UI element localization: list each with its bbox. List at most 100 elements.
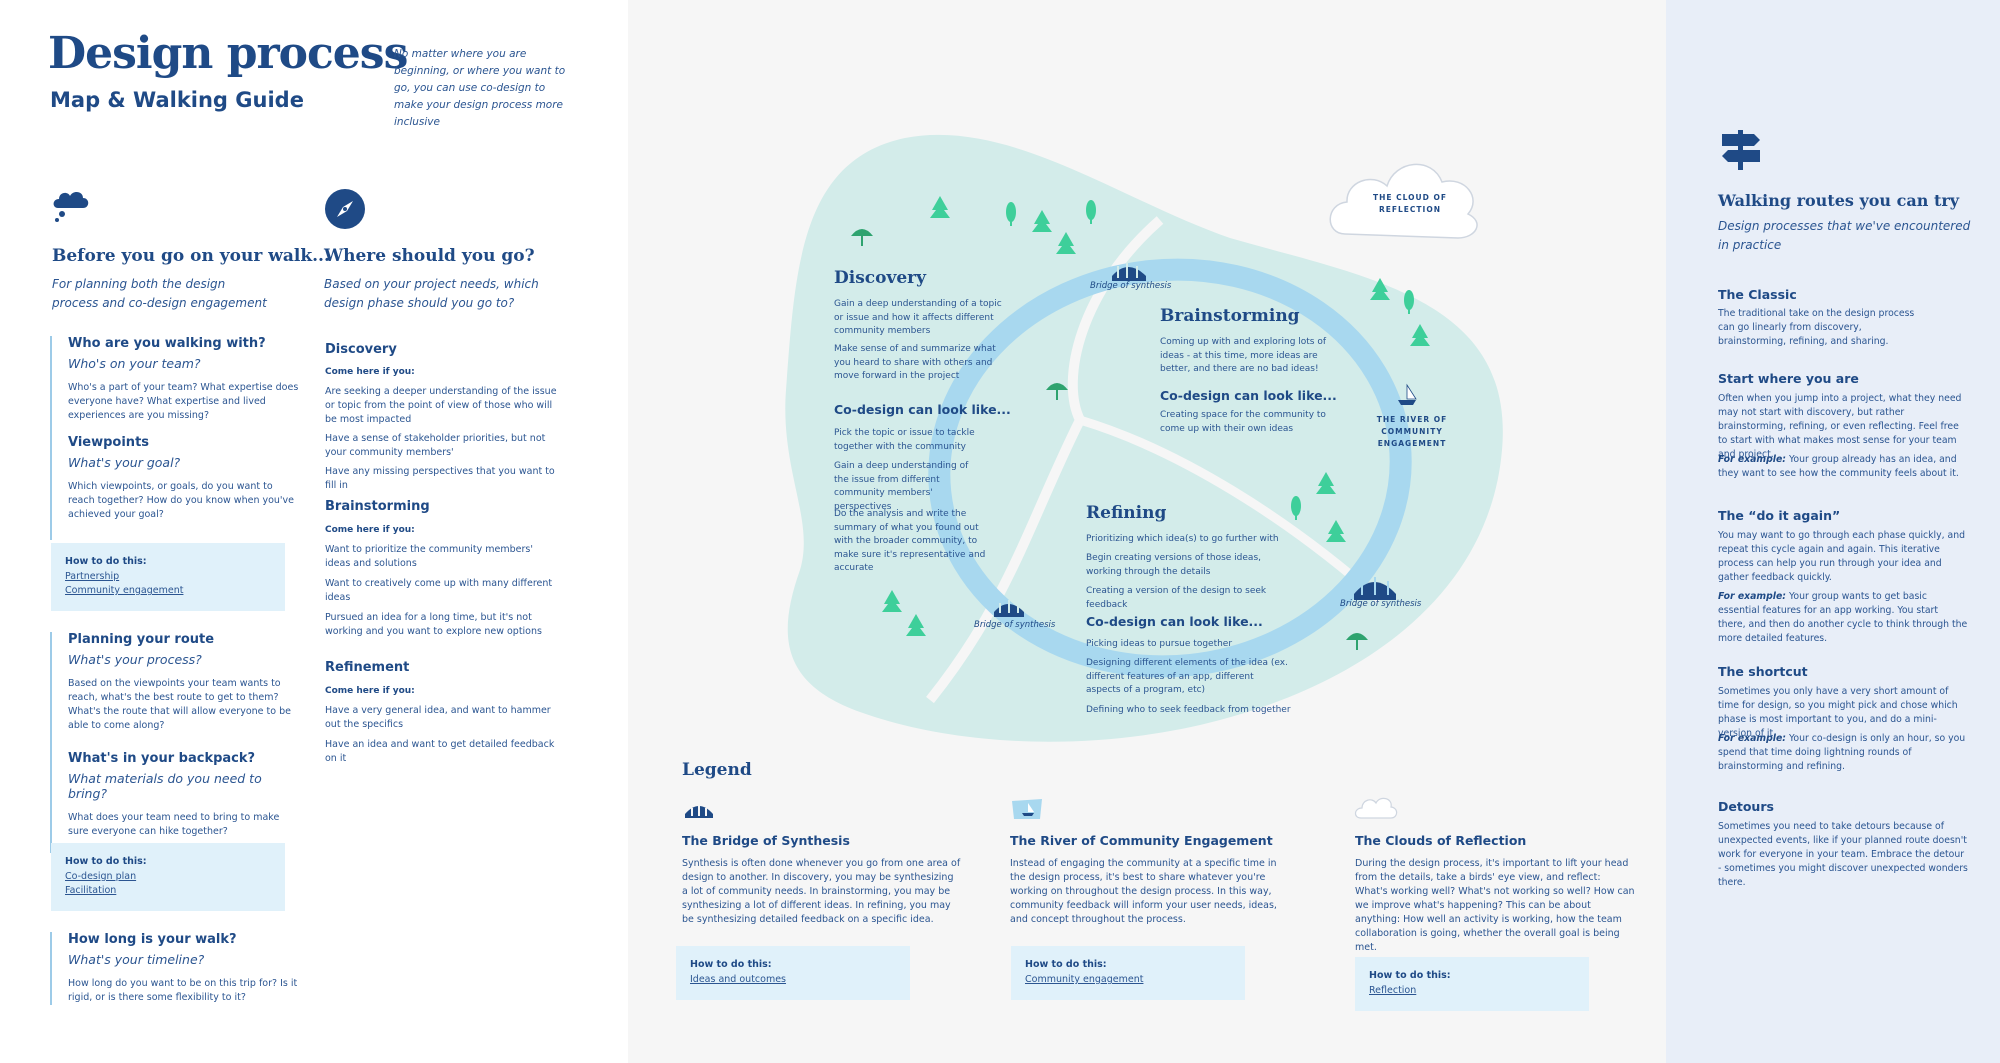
- discovery-title: Discovery: [834, 268, 926, 288]
- codesign-text: Picking ideas to pursue together: [1086, 639, 1233, 649]
- example-text: Your group wants to get basic essential …: [1718, 591, 1968, 644]
- discovery-text: Make sense of and summarize what you hea…: [834, 344, 996, 381]
- how-to-box: How to do this: Community engagement: [1011, 946, 1245, 1000]
- cloud-icon: [1354, 797, 1398, 819]
- question-text: Which viewpoints, or goals, do you want …: [68, 481, 295, 520]
- how-to-box: How to do this: Ideas and outcomes: [676, 946, 910, 1000]
- walking-path: [926, 417, 1085, 704]
- community-engagement-link[interactable]: Community engagement: [65, 585, 184, 596]
- signpost-icon: [1722, 130, 1760, 170]
- brainstorming-text: Coming up with and exploring lots of ide…: [1160, 337, 1327, 374]
- how-to-box: How to do this: Partnership Community en…: [51, 543, 285, 611]
- ideas-outcomes-link[interactable]: Ideas and outcomes: [690, 974, 787, 985]
- bridge-icon: [994, 600, 1024, 617]
- question-subheading: What's your timeline?: [68, 952, 205, 967]
- bridge-icon: [1112, 263, 1146, 281]
- bridge-icon: [1354, 577, 1396, 600]
- discovery-text: Gain a deep understanding of a topic or …: [834, 299, 1002, 336]
- river-label: THE RIVER OF COMMUNITY ENGAGEMENT: [1376, 415, 1448, 448]
- legend-bridge-heading: The Bridge of Synthesis: [682, 833, 850, 848]
- walking-path: [1067, 216, 1164, 423]
- route-detours-text: Sometimes you need to take detours becau…: [1718, 821, 1968, 888]
- refining-title: Refining: [1086, 503, 1167, 523]
- brainstorming-title: Brainstorming: [1160, 306, 1300, 326]
- bridge-label: Bridge of synthesis: [974, 620, 1056, 630]
- compass-icon: [325, 189, 365, 229]
- partnership-link[interactable]: Partnership: [65, 571, 120, 582]
- codesign-text: Defining who to seek feedback from toget…: [1086, 705, 1291, 715]
- where-item: Pursued an idea for a long time, but it'…: [325, 612, 542, 637]
- intro-text: No matter where you are beginning, or wh…: [394, 48, 566, 128]
- route-classic-heading: The Classic: [1718, 287, 1797, 302]
- question-heading: Viewpoints: [68, 435, 150, 450]
- where-subtitle: Based on your project needs, which desig…: [324, 277, 539, 310]
- legend-river-text: Instead of engaging the community at a s…: [1010, 858, 1277, 925]
- page-title: Design process: [48, 28, 408, 79]
- river-boat-icon: [1012, 799, 1042, 819]
- route-detours-heading: Detours: [1718, 799, 1774, 814]
- how-to-heading: How to do this:: [690, 959, 772, 970]
- come-here-label: Come here if you:: [325, 525, 415, 535]
- facilitation-link[interactable]: Facilitation: [65, 885, 117, 896]
- codesign-text: Pick the topic or issue to tackle togeth…: [834, 428, 975, 452]
- before-subtitle: For planning both the design process and…: [52, 277, 267, 310]
- cloud-label: THE CLOUD OF REFLECTION: [1373, 193, 1447, 214]
- how-to-box: How to do this: Co-design plan Facilitat…: [51, 843, 285, 911]
- where-refinement-heading: Refinement: [325, 660, 410, 675]
- bridge-label: Bridge of synthesis: [1090, 281, 1172, 291]
- community-engagement-link[interactable]: Community engagement: [1025, 974, 1144, 985]
- route-start-example: For example: Your group already has an i…: [1718, 453, 1968, 481]
- where-title: Where should you go?: [324, 246, 535, 266]
- example-text: Your group already has an idea, and they…: [1718, 454, 1959, 479]
- question-subheading: Who's on your team?: [68, 356, 201, 371]
- question-heading: Planning your route: [68, 632, 215, 647]
- route-again-text: You may want to go through each phase qu…: [1718, 530, 1966, 583]
- route-shortcut-text: Sometimes you only have a very short amo…: [1718, 686, 1958, 739]
- legend-title: Legend: [682, 760, 752, 780]
- question-text: What does your team need to bring to mak…: [68, 812, 280, 837]
- codesign-text: Do the analysis and write the summary of…: [834, 509, 986, 573]
- routes-title: Walking routes you can try: [1718, 191, 1960, 210]
- route-start-heading: Start where you are: [1718, 371, 1859, 386]
- legend-clouds-heading: The Clouds of Reflection: [1355, 833, 1527, 848]
- example-text: Your co-design is only an hour, so you s…: [1718, 733, 1966, 772]
- bridge-label: Bridge of synthesis: [1340, 599, 1422, 609]
- route-shortcut-heading: The shortcut: [1718, 664, 1808, 679]
- legend-river-heading: The River of Community Engagement: [1010, 833, 1273, 848]
- bridge-icon: [685, 805, 713, 818]
- question-subheading: What materials do you need to bring?: [68, 771, 262, 801]
- routes-subtitle: Design processes that we've encountered …: [1718, 219, 1971, 252]
- cloud-of-reflection: [1329, 163, 1478, 239]
- question-timeline: How long is your walk? What's your timel…: [50, 932, 300, 1005]
- where-item: Want to creatively come up with many dif…: [325, 578, 553, 603]
- question-text: How long do you want to be on this trip …: [68, 978, 298, 1003]
- route-again-example: For example: Your group wants to get bas…: [1718, 590, 1968, 646]
- where-item: Have any missing perspectives that you w…: [325, 466, 555, 491]
- pine-tree-icon: [882, 196, 1430, 636]
- for-example-label: For example:: [1718, 591, 1786, 602]
- where-item: Are seeking a deeper understanding of th…: [325, 386, 557, 425]
- codesign-heading: Co-design can look like...: [1086, 614, 1263, 629]
- refining-text: Creating a version of the design to seek…: [1086, 586, 1267, 610]
- come-here-label: Come here if you:: [325, 686, 415, 696]
- for-example-label: For example:: [1718, 454, 1786, 465]
- question-text: Based on the viewpoints your team wants …: [68, 678, 291, 731]
- how-to-heading: How to do this:: [1369, 970, 1451, 981]
- reflection-link[interactable]: Reflection: [1369, 985, 1417, 996]
- codesign-text: Creating space for the community to come…: [1160, 410, 1326, 434]
- route-classic-text: The traditional take on the design proce…: [1718, 308, 1915, 347]
- how-to-heading: How to do this:: [65, 556, 147, 567]
- question-heading: Who are you walking with?: [68, 336, 266, 351]
- codesign-heading: Co-design can look like...: [1160, 388, 1337, 403]
- where-item: Want to prioritize the community members…: [325, 544, 533, 569]
- co-design-plan-link[interactable]: Co-design plan: [65, 871, 137, 882]
- codesign-text: Gain a deep understanding of the issue f…: [834, 461, 969, 512]
- design-map: [785, 134, 1503, 742]
- legend-clouds-text: During the design process, it's importan…: [1355, 858, 1635, 953]
- question-route: Planning your route What's your process?…: [50, 632, 300, 853]
- route-shortcut-example: For example: Your co-design is only an h…: [1718, 732, 1968, 774]
- refining-text: Begin creating versions of those ideas, …: [1086, 553, 1261, 577]
- question-team: Who are you walking with? Who's on your …: [50, 336, 300, 540]
- how-to-heading: How to do this:: [65, 856, 147, 867]
- routes-panel: [1666, 0, 2000, 1063]
